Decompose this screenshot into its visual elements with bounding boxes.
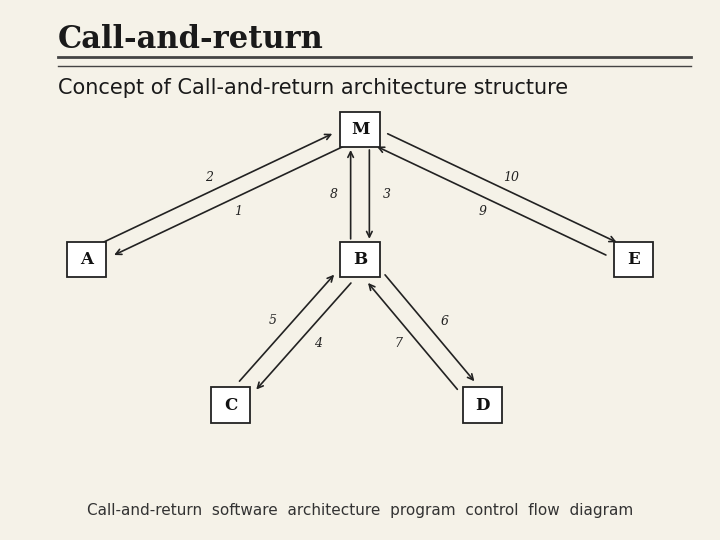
Text: 1: 1 (234, 205, 242, 218)
Text: 10: 10 (503, 171, 519, 184)
FancyBboxPatch shape (210, 388, 251, 422)
Text: 7: 7 (394, 336, 402, 349)
FancyBboxPatch shape (66, 241, 107, 276)
Text: 3: 3 (382, 188, 391, 201)
FancyBboxPatch shape (340, 241, 380, 276)
Text: Call-and-return  software  architecture  program  control  flow  diagram: Call-and-return software architecture pr… (87, 503, 633, 518)
Text: 4: 4 (314, 337, 322, 350)
Text: 5: 5 (269, 314, 276, 327)
Text: Call-and-return: Call-and-return (58, 24, 323, 55)
Text: A: A (80, 251, 93, 268)
Text: 9: 9 (478, 205, 486, 218)
Text: B: B (353, 251, 367, 268)
Text: C: C (224, 396, 237, 414)
FancyBboxPatch shape (340, 112, 380, 147)
Text: 6: 6 (441, 315, 449, 328)
FancyBboxPatch shape (614, 241, 654, 276)
Text: 8: 8 (329, 188, 338, 201)
Text: 2: 2 (204, 171, 212, 184)
Text: Concept of Call-and-return architecture structure: Concept of Call-and-return architecture … (58, 78, 568, 98)
Text: D: D (475, 396, 490, 414)
Text: M: M (351, 121, 369, 138)
Text: E: E (627, 251, 640, 268)
FancyBboxPatch shape (463, 388, 503, 422)
